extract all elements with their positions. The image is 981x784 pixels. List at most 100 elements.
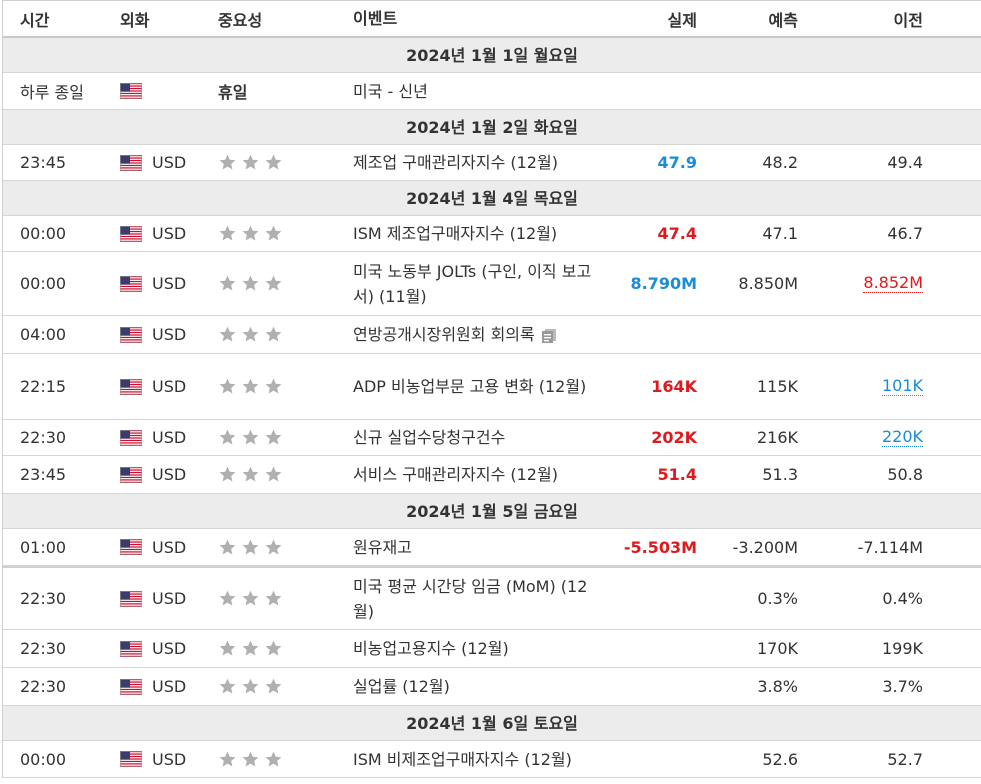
event-forecast: 115K	[756, 377, 798, 396]
event-title[interactable]: 원유재고	[353, 537, 412, 557]
event-name[interactable]: ISM 비제조업구매자지수 (12월)	[353, 741, 608, 777]
event-row[interactable]: 00:00 USD ISM 비제조업구매자지수 (12월) 52.6 52.7	[3, 741, 981, 778]
event-name[interactable]: 미국 노동부 JOLTs (구인, 이직 보고서) (11월)	[353, 252, 608, 315]
us-flag-icon	[120, 83, 142, 99]
event-title[interactable]: ISM 제조업구매자지수 (12월)	[353, 224, 558, 243]
date-row: 2024년 1월 4일 목요일	[3, 181, 981, 216]
event-row[interactable]: 23:45 USD 제조업 구매관리자지수 (12월) 47.9 48.2 49.4	[3, 145, 981, 181]
event-row[interactable]: 00:00 USD ISM 제조업구매자지수 (12월) 47.4 47.1 46.7	[3, 216, 981, 252]
event-previous: 46.7	[803, 216, 923, 251]
event-row[interactable]: 04:00 USD 연방공개시장위원회 회의록	[3, 316, 981, 354]
currency-code: USD	[152, 589, 187, 608]
previous-value[interactable]: 220K	[881, 427, 923, 447]
event-previous: 199K	[803, 630, 923, 667]
event-time: 01:00	[20, 537, 67, 557]
event-currency: USD	[120, 668, 215, 705]
previous-value: 50.8	[887, 465, 923, 484]
actual-value: -5.503M	[623, 537, 697, 557]
event-time: 22:30	[20, 428, 67, 447]
event-title[interactable]: 비농업고용지수 (12월)	[353, 639, 509, 658]
importance-stars	[218, 677, 283, 696]
event-name[interactable]: 서비스 구매관리자지수 (12월)	[353, 456, 608, 493]
importance-star-icon	[219, 429, 236, 445]
event-previous: 3.7%	[803, 668, 923, 705]
document-icon[interactable]	[541, 328, 557, 344]
currency-code: USD	[152, 428, 187, 447]
importance-star-icon	[242, 225, 259, 241]
event-currency: USD	[120, 316, 215, 353]
previous-value[interactable]: 8.852M	[863, 273, 923, 293]
header-event[interactable]: 이벤트	[353, 9, 398, 28]
event-row[interactable]: 22:30 USD 실업률 (12월) 3.8% 3.7%	[3, 668, 981, 706]
event-currency: USD	[120, 252, 215, 315]
event-title[interactable]: 연방공개시장위원회 회의록	[353, 322, 557, 347]
event-title[interactable]: ADP 비농업부문 고용 변화 (12월)	[353, 377, 587, 396]
header-importance[interactable]: 중요성	[218, 10, 263, 30]
event-actual	[603, 741, 697, 777]
importance-star-icon	[242, 429, 259, 445]
importance-star-icon	[265, 378, 282, 394]
event-time: 04:00	[20, 325, 67, 344]
event-forecast: 3.8%	[757, 677, 798, 696]
header-forecast[interactable]: 예측	[768, 10, 798, 30]
header-actual[interactable]: 실제	[667, 10, 697, 30]
event-previous: 0.4%	[803, 568, 923, 629]
currency-code: USD	[152, 537, 187, 557]
event-row[interactable]: 22:15 USD ADP 비농업부문 고용 변화 (12월) 164K 115K 101…	[3, 354, 981, 420]
event-forecast: 216K	[756, 428, 798, 447]
event-previous: 49.4	[803, 145, 923, 180]
currency-code: USD	[152, 224, 187, 243]
importance-stars	[218, 325, 283, 344]
event-name[interactable]: 미국 평균 시간당 임금 (MoM) (12월)	[353, 568, 608, 629]
header-time[interactable]: 시간	[20, 10, 50, 30]
event-time: 22:30	[20, 677, 67, 696]
event-name[interactable]: 제조업 구매관리자지수 (12월)	[353, 145, 608, 180]
importance-star-icon	[219, 275, 236, 291]
event-title[interactable]: 신규 실업수당청구건수	[353, 428, 506, 447]
event-time: 22:30	[20, 639, 67, 658]
event-row[interactable]: 22:30 USD 비농업고용지수 (12월) 170K 199K	[3, 630, 981, 668]
event-title[interactable]: 미국 - 신년	[353, 81, 428, 101]
event-row[interactable]: 22:30 USD 미국 평균 시간당 임금 (MoM) (12월) 0.3% 0.4%	[3, 566, 981, 630]
event-row[interactable]: 01:00 USD 원유재고 -5.503M -3.200M -7.114M	[3, 529, 981, 566]
actual-value: 47.4	[657, 224, 697, 243]
importance-stars	[218, 589, 283, 608]
event-previous: 220K	[803, 420, 923, 455]
event-name[interactable]: ISM 제조업구매자지수 (12월)	[353, 216, 608, 251]
event-name[interactable]: 신규 실업수당청구건수	[353, 420, 608, 455]
event-title[interactable]: 미국 평균 시간당 임금 (MoM) (12월)	[353, 576, 588, 621]
event-name[interactable]: 연방공개시장위원회 회의록	[353, 316, 608, 353]
event-name[interactable]: 비농업고용지수 (12월)	[353, 630, 608, 667]
header-previous[interactable]: 이전	[893, 10, 923, 30]
table-header: 시간 외화 중요성 이벤트 실제 예측 이전	[3, 0, 981, 38]
header-currency[interactable]: 외화	[120, 10, 150, 30]
previous-value: -7.114M	[857, 537, 923, 557]
event-forecast: 170K	[756, 639, 798, 658]
importance-star-icon	[265, 326, 282, 342]
importance-stars	[218, 377, 283, 396]
event-name[interactable]: 원유재고	[353, 529, 608, 565]
event-name[interactable]: 미국 - 신년	[353, 73, 608, 109]
event-title[interactable]: ISM 비제조업구매자지수 (12월)	[353, 749, 572, 769]
currency-code: USD	[152, 377, 187, 396]
event-title[interactable]: 제조업 구매관리자지수 (12월)	[353, 153, 558, 172]
event-title[interactable]: 실업률 (12월)	[353, 677, 450, 696]
event-currency: USD	[120, 420, 215, 455]
event-row[interactable]: 23:45 USD 서비스 구매관리자지수 (12월) 51.4 51.3 50.8	[3, 456, 981, 494]
event-importance	[218, 145, 338, 180]
importance-star-icon	[219, 539, 236, 555]
event-name[interactable]: 실업률 (12월)	[353, 668, 608, 705]
event-row[interactable]: 00:00 USD 미국 노동부 JOLTs (구인, 이직 보고서) (11월) 8…	[3, 252, 981, 316]
event-name[interactable]: ADP 비농업부문 고용 변화 (12월)	[353, 354, 608, 419]
previous-value: 49.4	[887, 153, 923, 172]
event-actual	[603, 73, 697, 109]
event-currency: USD	[120, 216, 215, 251]
us-flag-icon	[120, 225, 142, 242]
previous-value[interactable]: 101K	[881, 376, 923, 396]
event-row[interactable]: 하루 종일 휴일 미국 - 신년	[3, 73, 981, 110]
event-row[interactable]: 22:30 USD 신규 실업수당청구건수 202K 216K 220K	[3, 420, 981, 456]
event-title[interactable]: 서비스 구매관리자지수 (12월)	[353, 465, 558, 484]
event-title[interactable]: 미국 노동부 JOLTs (구인, 이직 보고서) (11월)	[353, 261, 592, 306]
importance-star-icon	[219, 640, 236, 656]
